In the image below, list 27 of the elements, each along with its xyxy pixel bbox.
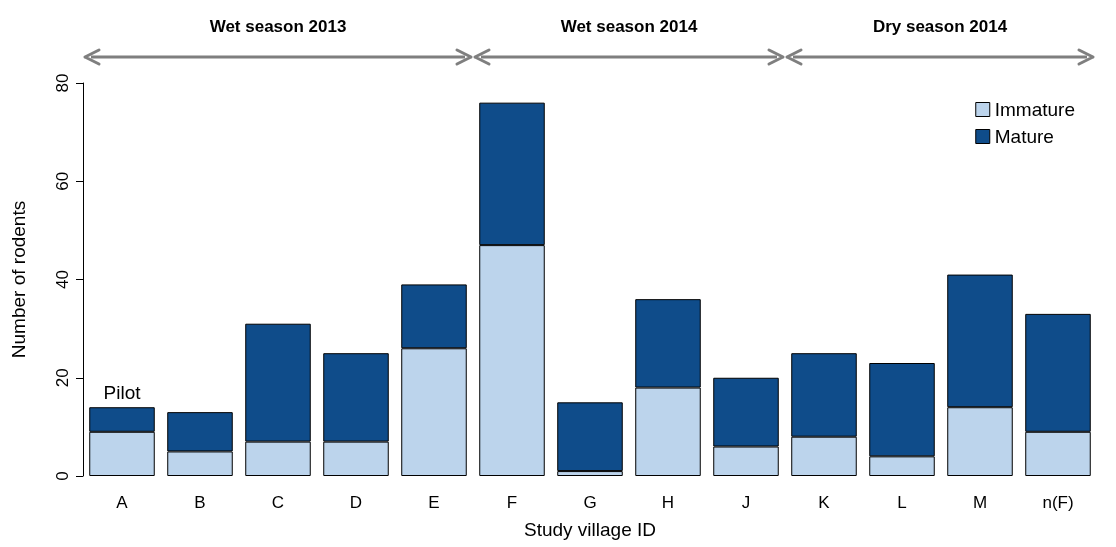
legend-label: Immature bbox=[994, 99, 1076, 120]
x-tick-label: M bbox=[972, 493, 988, 512]
x-tick-label: C bbox=[271, 493, 285, 512]
y-tick-label: 40 bbox=[53, 270, 72, 289]
y-tick-label: 0 bbox=[53, 471, 72, 481]
x-tick-label: F bbox=[506, 493, 518, 512]
x-tick-label: J bbox=[741, 493, 751, 512]
x-axis-title: Study village ID bbox=[523, 519, 657, 540]
x-tick-label: E bbox=[428, 493, 440, 512]
x-tick-label: A bbox=[116, 493, 129, 512]
x-tick-label: G bbox=[583, 493, 597, 512]
legend-label: Mature bbox=[994, 126, 1054, 147]
bar bbox=[557, 402, 623, 472]
x-tick-label: D bbox=[349, 493, 363, 512]
y-tick-label: 20 bbox=[53, 368, 72, 388]
x-tick-label: L bbox=[897, 493, 907, 512]
annotation: Pilot bbox=[103, 382, 142, 404]
text: Dry season 2014 bbox=[872, 17, 1008, 36]
x-tick-label: H bbox=[661, 493, 675, 512]
x-tick-label: n(F) bbox=[1042, 493, 1074, 512]
y-axis-title: Number of rodents bbox=[8, 200, 29, 359]
y-tick-label: 80 bbox=[53, 73, 72, 93]
y-tick-label: 60 bbox=[53, 171, 72, 191]
x-tick-label: K bbox=[818, 493, 831, 512]
text: Wet season 2014 bbox=[560, 17, 698, 36]
x-tick-label: B bbox=[194, 493, 206, 512]
text: Wet season 2013 bbox=[209, 17, 347, 36]
